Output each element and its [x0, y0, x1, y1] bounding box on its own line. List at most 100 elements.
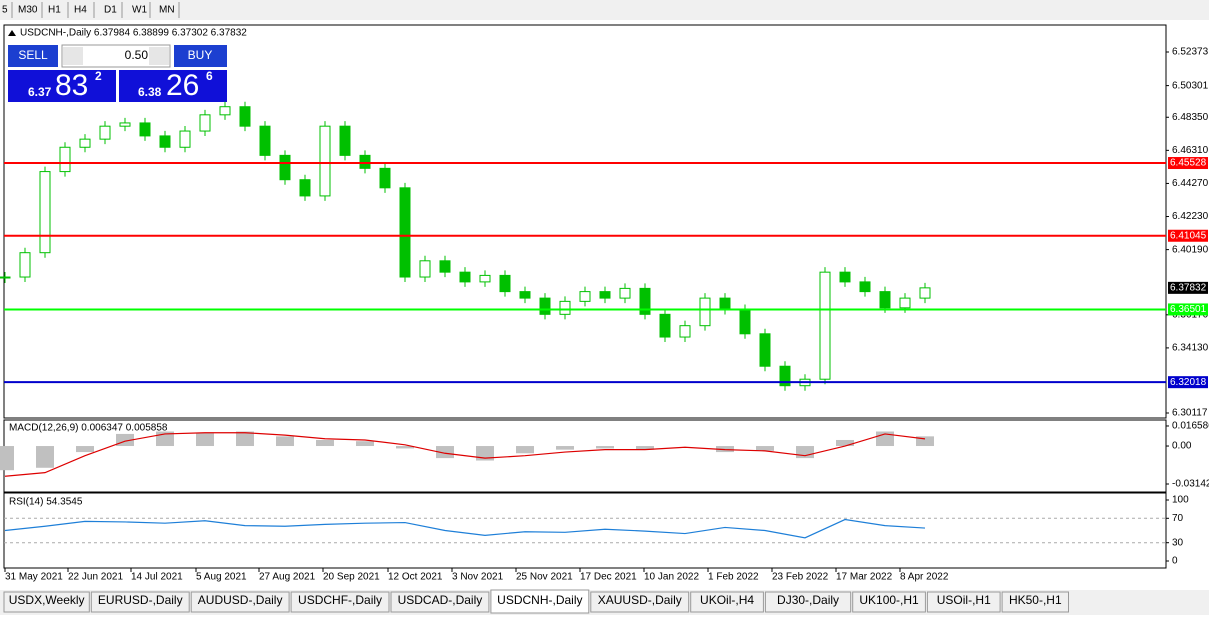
tab-label[interactable]: UK100-,H1	[859, 593, 919, 607]
tab-label[interactable]: HK50-,H1	[1009, 593, 1062, 607]
tab[interactable]	[764, 591, 852, 613]
signal-line	[4, 432, 926, 477]
ask-point: 6	[206, 69, 213, 83]
active-tab[interactable]	[490, 589, 590, 614]
x-tick-label: 17 Mar 2022	[836, 572, 893, 583]
level-label: 6.45528	[1170, 158, 1207, 169]
histogram-bar	[916, 436, 934, 447]
candle	[819, 271, 831, 380]
x-tick-label: 20 Sep 2021	[323, 572, 380, 583]
histogram-bar	[36, 446, 54, 468]
x-tick-label: 3 Nov 2021	[452, 572, 504, 583]
histogram-bar	[316, 439, 334, 447]
candle	[739, 308, 751, 335]
candle	[419, 260, 431, 278]
histogram-bar	[236, 431, 254, 447]
sell-button[interactable]	[8, 45, 58, 67]
candle	[0, 276, 11, 279]
timeframe-button[interactable]: H1	[48, 5, 61, 16]
chart-title: USDCNH-,Daily 6.37984 6.38899 6.37302 6.…	[20, 28, 247, 39]
tab-label[interactable]: USDCNH-,Daily	[497, 593, 582, 607]
bid-box[interactable]	[8, 70, 116, 102]
candle	[699, 297, 711, 327]
tab[interactable]	[190, 591, 290, 613]
candle	[139, 122, 151, 137]
level-label: 6.36501	[1170, 304, 1207, 315]
buy-button[interactable]	[174, 45, 227, 67]
bid-big-figure: 6.37	[28, 85, 52, 99]
timeframe-button[interactable]: W1	[132, 5, 147, 16]
y-tick-label: 6.46310	[1172, 145, 1209, 156]
x-tick-label: 31 May 2021	[5, 572, 63, 583]
timeframe-button[interactable]: M30	[18, 5, 38, 16]
candle	[359, 154, 371, 169]
tab-label[interactable]: USDCAD-,Daily	[398, 593, 483, 607]
rsi-title: RSI(14) 54.3545	[9, 497, 83, 508]
histogram-bar	[476, 446, 494, 461]
candle	[199, 114, 211, 132]
bid-point: 2	[95, 69, 102, 83]
candle	[559, 300, 571, 315]
rsi-pane	[3, 492, 1167, 569]
y-tick-label: 0	[1172, 556, 1178, 567]
candle	[319, 125, 331, 197]
ask-box[interactable]	[119, 70, 227, 102]
tab[interactable]	[690, 591, 764, 613]
tab-label[interactable]: EURUSD-,Daily	[98, 593, 183, 607]
histogram-bar	[516, 446, 534, 454]
tab-label[interactable]: USDX,Weekly	[9, 593, 85, 607]
y-tick-label: 0.016586	[1172, 421, 1209, 432]
tab[interactable]	[3, 591, 90, 613]
price-pane	[3, 24, 1167, 419]
tab[interactable]	[90, 591, 190, 613]
candle	[39, 171, 51, 254]
y-tick-label: 0.00	[1172, 441, 1192, 452]
x-tick-label: 14 Jul 2021	[131, 572, 183, 583]
candle	[599, 291, 611, 299]
x-tick-label: 10 Jan 2022	[644, 572, 699, 583]
candle	[859, 281, 871, 293]
candle	[479, 274, 491, 283]
histogram-bar	[196, 432, 214, 447]
candle	[459, 271, 471, 283]
candle	[719, 297, 731, 310]
y-tick-label: 6.34130	[1172, 343, 1209, 354]
y-tick-label: 6.52373	[1172, 47, 1209, 58]
collapse-icon[interactable]	[8, 30, 16, 36]
candle	[619, 287, 631, 299]
lots-down[interactable]	[63, 47, 83, 65]
tab-label[interactable]: XAUUSD-,Daily	[598, 593, 682, 607]
tab-label[interactable]: USDCHF-,Daily	[298, 593, 382, 607]
tab[interactable]	[1001, 591, 1069, 613]
tab[interactable]	[590, 591, 690, 613]
candle	[259, 125, 271, 156]
tab-label[interactable]: USOil-,H1	[937, 593, 991, 607]
tab-label[interactable]: DJ30-,Daily	[777, 593, 839, 607]
histogram-bar	[756, 446, 774, 451]
candle	[759, 333, 771, 367]
rsi-line	[4, 518, 926, 539]
histogram-bar	[356, 441, 374, 447]
candle	[839, 271, 851, 283]
tab[interactable]	[390, 591, 490, 613]
candle	[79, 138, 91, 148]
macd-title: MACD(12,26,9) 0.006347 0.005858	[9, 423, 168, 434]
y-tick-label: 6.48350	[1172, 112, 1209, 123]
level-label-box	[1168, 229, 1208, 242]
candle	[779, 365, 791, 387]
tab-label[interactable]: UKOil-,H4	[700, 593, 754, 607]
timeframe-button[interactable]: 5	[2, 5, 8, 16]
tab[interactable]	[852, 591, 926, 613]
timeframe-button[interactable]: H4	[74, 5, 87, 16]
y-tick-label: 6.40190	[1172, 244, 1209, 255]
tab-label[interactable]: AUDUSD-,Daily	[198, 593, 283, 607]
lots-input[interactable]	[61, 44, 171, 68]
tab[interactable]	[926, 591, 1001, 613]
lots-up[interactable]	[149, 47, 169, 65]
candle	[299, 179, 311, 197]
timeframe-button[interactable]: MN	[159, 5, 175, 16]
candle	[179, 130, 191, 148]
timeframe-button[interactable]: D1	[104, 5, 117, 16]
candle	[439, 260, 451, 273]
tab[interactable]	[290, 591, 390, 613]
